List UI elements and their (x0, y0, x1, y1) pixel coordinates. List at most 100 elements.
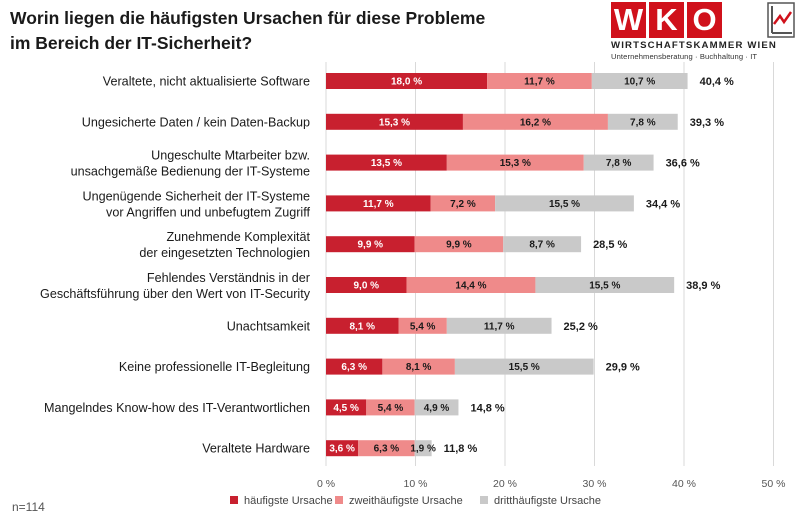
chart-title: Worin liegen die häufigsten Ursachen für… (10, 6, 610, 56)
bar-segment (446, 154, 584, 171)
legend-label: zweithäufigste Ursache (349, 495, 463, 507)
logo-letters: W K O (611, 2, 725, 40)
data-label: 8,7 % (529, 240, 555, 251)
bar-segment (487, 73, 592, 89)
legend-swatch (335, 496, 343, 504)
x-tick-label: 40 % (672, 478, 696, 490)
data-label: 11,7 % (363, 199, 394, 210)
data-label: 8,1 % (349, 321, 375, 332)
title-line-2: im Bereich der IT-Sicherheit? (10, 33, 253, 53)
bar-segment (414, 399, 459, 416)
data-label: 15,5 % (509, 362, 540, 373)
x-tick-label: 50 % (762, 478, 786, 490)
bar-segment (326, 358, 383, 375)
bar-segment (454, 358, 594, 375)
bar-segment (326, 154, 447, 171)
bar-segment (583, 154, 654, 171)
category-label: Keine professionelle IT-Begleitung (119, 360, 310, 374)
trend-chart-icon (767, 2, 795, 38)
data-label: 5,4 % (378, 403, 404, 414)
data-label: 18,0 % (391, 77, 422, 88)
bar-segment (382, 358, 455, 375)
category-label: der eingesetzten Technologien (139, 246, 310, 260)
bar-segment (358, 440, 415, 457)
data-label: 11,7 % (524, 77, 555, 88)
title-line-1: Worin liegen die häufigsten Ursachen für… (10, 8, 486, 28)
bar-segment (366, 399, 415, 416)
total-label: 28,5 % (593, 239, 627, 251)
data-label: 7,2 % (450, 199, 476, 210)
data-label: 8,1 % (406, 362, 432, 373)
bar-segment (607, 113, 678, 130)
data-label: 4,9 % (424, 403, 450, 414)
category-label: unsachgemäße Bedienung der IT-Systeme (71, 165, 310, 179)
bar-segment (430, 195, 496, 212)
total-label: 29,9 % (606, 362, 640, 374)
data-label: 3,6 % (329, 444, 355, 455)
category-label: Ungesicherte Daten / kein Daten-Backup (82, 115, 310, 129)
total-label: 25,2 % (564, 321, 598, 333)
data-label: 6,3 % (341, 362, 367, 373)
bar-segment (446, 317, 552, 334)
total-label: 40,4 % (700, 76, 734, 88)
bar-segment (326, 399, 367, 416)
data-label: 9,0 % (353, 281, 379, 292)
logo-subtitle: Unternehmensberatung · Buchhaltung · IT (611, 52, 758, 61)
bar-segment (326, 113, 463, 130)
bar-segment (326, 73, 488, 89)
x-tick-label: 30 % (583, 478, 607, 490)
legend-label: dritthäufigste Ursache (494, 495, 601, 507)
bar-segment (398, 317, 447, 334)
category-label: vor Angriffen und unbefugtem Zugriff (106, 205, 310, 219)
category-label: Fehlendes Verständnis in der (147, 271, 310, 285)
category-label: Ungenügende Sicherheit der IT-Systeme (82, 189, 310, 203)
data-label: 15,3 % (500, 158, 531, 169)
x-tick-label: 0 % (317, 478, 335, 490)
legend-swatch (480, 496, 488, 504)
logo-letter-k: K (649, 2, 684, 38)
data-label: 7,8 % (630, 117, 656, 128)
category-label: Zunehmende Komplexität (166, 230, 310, 244)
total-label: 14,8 % (470, 402, 504, 414)
bar-segment (326, 277, 407, 293)
category-label: Veraltete Hardware (202, 442, 310, 456)
data-label: 14,4 % (455, 281, 486, 292)
total-label: 36,6 % (666, 158, 700, 170)
category-label: Geschäftsführung über den Wert von IT-Se… (40, 287, 311, 301)
bar-segment (462, 113, 608, 130)
logo-letter-w: W (611, 2, 646, 38)
x-tick-label: 20 % (493, 478, 517, 490)
data-label: 5,4 % (410, 321, 436, 332)
bar-segment (326, 236, 415, 253)
bar-segment (535, 277, 675, 293)
data-label: 11,7 % (484, 321, 515, 332)
bar-segment (414, 236, 504, 253)
category-label: Mangelndes Know-how des IT-Verantwortlic… (44, 401, 310, 415)
data-label: 15,5 % (549, 199, 580, 210)
sample-size-note: n=114 (12, 500, 45, 514)
data-label: 15,3 % (379, 117, 410, 128)
category-label: Veraltete, nicht aktualisierte Software (103, 75, 310, 89)
data-label: 13,5 % (371, 158, 402, 169)
data-label: 16,2 % (520, 117, 551, 128)
bar-segment (326, 195, 431, 212)
bar-segment (414, 440, 432, 457)
data-label: 7,8 % (606, 158, 632, 169)
bar-segment (406, 277, 536, 293)
data-label: 6,3 % (374, 444, 400, 455)
wko-logo: W K O WIRTSCHAFTSKAMMER WIEN Unternehmen… (609, 2, 797, 61)
data-label: 10,7 % (624, 77, 655, 88)
bar-segment (495, 195, 634, 212)
category-label: Unachtsamkeit (227, 319, 311, 333)
logo-name: WIRTSCHAFTSKAMMER WIEN (611, 40, 777, 51)
total-label: 34,4 % (646, 198, 680, 210)
data-label: 15,5 % (589, 281, 620, 292)
bar-segment (591, 73, 688, 89)
data-label: 9,9 % (358, 240, 384, 251)
total-label: 38,9 % (686, 280, 720, 292)
total-label: 39,3 % (690, 117, 724, 129)
data-label: 4,5 % (333, 403, 359, 414)
data-label: 1,9 % (410, 444, 436, 455)
data-label: 9,9 % (446, 240, 472, 251)
